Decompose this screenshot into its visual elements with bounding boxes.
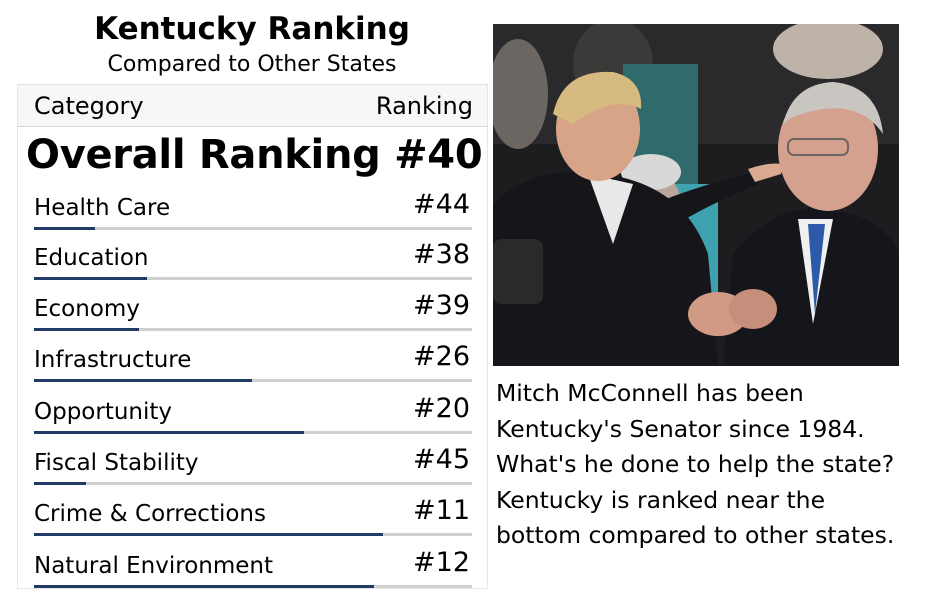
row-bar-fill (34, 277, 148, 280)
row-rank: #38 (413, 239, 470, 270)
page-title: Kentucky Ranking (94, 11, 410, 47)
row-bar-fill (34, 379, 252, 382)
row-rank: #45 (413, 444, 470, 475)
row-rank: #11 (413, 495, 470, 526)
ranking-table: Category Ranking Overall Ranking #40 Hea… (17, 84, 488, 589)
ranking-row: Economy #39 (34, 283, 472, 331)
row-bar-track (34, 482, 472, 485)
row-rank: #44 (413, 189, 470, 220)
row-label: Infrastructure (34, 347, 192, 373)
ranking-row: Education #38 (34, 232, 472, 280)
row-label: Education (34, 245, 149, 271)
row-bar-track (34, 277, 472, 280)
row-bar-track (34, 328, 472, 331)
row-rank: #12 (413, 547, 470, 578)
ranking-row: Fiscal Stability #45 (34, 437, 472, 485)
ranking-row: Health Care #44 (34, 182, 472, 230)
photo (493, 24, 899, 366)
row-bar-fill (34, 533, 383, 536)
row-label: Opportunity (34, 399, 173, 425)
ranking-panel: Kentucky Ranking Compared to Other State… (17, 10, 488, 589)
ranking-row: Crime & Corrections #11 (34, 488, 472, 536)
table-header: Category Ranking (18, 84, 487, 127)
row-label: Crime & Corrections (34, 501, 266, 527)
header-ranking: Ranking (375, 91, 473, 120)
ranking-row: Infrastructure #26 (34, 334, 472, 382)
row-bar-fill (34, 482, 87, 485)
row-rank: #26 (413, 341, 470, 372)
photo-illustration (493, 24, 899, 366)
row-label: Natural Environment (34, 553, 274, 579)
overall-ranking: Overall Ranking #40 (26, 132, 483, 178)
header-category: Category (34, 91, 144, 120)
row-label: Fiscal Stability (34, 450, 199, 476)
ranking-row: Opportunity #20 (34, 386, 472, 434)
row-bar-fill (34, 431, 305, 434)
ranking-row: Natural Environment #12 (34, 540, 472, 588)
row-bar-fill (34, 328, 139, 331)
row-label: Economy (34, 296, 140, 322)
row-rank: #39 (413, 290, 470, 321)
row-bar-fill (34, 227, 96, 230)
row-label: Health Care (34, 195, 171, 221)
caption-text: Mitch McConnell has been Kentucky's Sena… (496, 379, 895, 549)
row-rank: #20 (413, 393, 470, 424)
page-subtitle: Compared to Other States (107, 52, 397, 77)
row-bar-track (34, 379, 472, 382)
row-bar-fill (34, 585, 375, 588)
row-bar-track (34, 227, 472, 230)
